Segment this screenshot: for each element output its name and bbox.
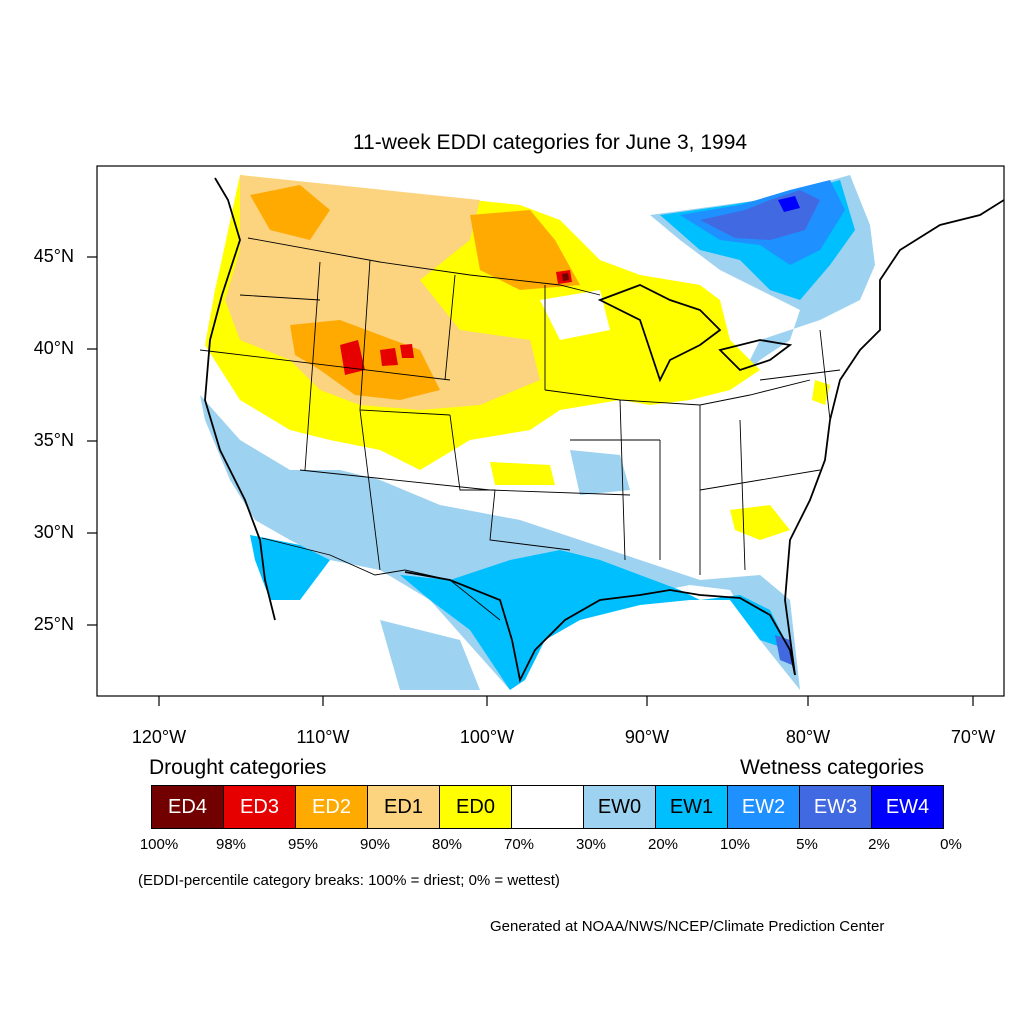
- lon-label-90w: 90°W: [624, 727, 670, 747]
- ed2-region-dakotas: [470, 210, 580, 290]
- ew1-region-gulf: [400, 550, 790, 690]
- state-borders: [199, 237, 841, 621]
- atlantic-coastline: [784, 199, 1004, 676]
- legend-box-ew3: EW3: [799, 785, 872, 829]
- lon-label-70w: 70°W: [950, 727, 996, 747]
- lon-label-120w: 120°W: [131, 727, 187, 747]
- pacific-coastline: [204, 177, 276, 621]
- ew0-region-south: [200, 395, 800, 690]
- legend-label-ew3: EW3: [813, 795, 858, 818]
- break-label-90: 90%: [359, 836, 391, 853]
- ed0-region-oklahoma: [490, 462, 555, 485]
- legend-color-bar: ED4 ED3 ED2 ED1 ED0 EW0 EW1 EW2 EW3 EW4: [151, 785, 944, 829]
- legend-label-ew0: EW0: [597, 795, 642, 818]
- legend-box-ed3: ED3: [223, 785, 296, 829]
- ed3-region-utah: [340, 340, 365, 375]
- lat-label-30n: 30°N: [33, 522, 74, 542]
- legend-box-near-normal: [511, 785, 584, 829]
- legend-label-ew2: EW2: [741, 795, 786, 818]
- ew0-region-mexico: [380, 620, 480, 690]
- near-normal-pocket-3: [540, 290, 610, 340]
- state-lines-west: [199, 259, 631, 571]
- break-label-70: 70%: [503, 836, 535, 853]
- ed4-spot-minnesota: [562, 273, 569, 281]
- legend-label-ew4: EW4: [885, 795, 930, 818]
- legend-box-ew2: EW2: [727, 785, 800, 829]
- lat-label-45n: 45°N: [33, 246, 74, 266]
- legend-label-ed4: ED4: [168, 795, 207, 818]
- ew4-spot-canada: [778, 196, 800, 212]
- legend-box-ew1: EW1: [655, 785, 728, 829]
- category-breaks-note: (EDDI-percentile category breaks: 100% =…: [138, 872, 560, 889]
- break-label-5: 5%: [796, 836, 818, 853]
- legend-label-ed2: ED2: [312, 795, 351, 818]
- break-label-0: 0%: [940, 836, 962, 853]
- legend-label-ed1: ED1: [384, 795, 423, 818]
- legend-box-ed2: ED2: [295, 785, 368, 829]
- ed0-region-mid-atlantic: [812, 380, 830, 405]
- lon-label-100w: 100°W: [459, 727, 515, 747]
- lon-label-110w: 110°W: [296, 727, 350, 747]
- break-label-2: 2%: [868, 836, 890, 853]
- legend-box-ew0: EW0: [583, 785, 656, 829]
- ed2-region-idaho: [250, 185, 330, 240]
- legend-label-ed3: ED3: [240, 795, 279, 818]
- coastline-layer: [204, 177, 1004, 683]
- legend-box-ew4: EW4: [871, 785, 944, 829]
- legend-label-ed0: ED0: [456, 795, 495, 818]
- ed3-region-colorado: [380, 348, 398, 366]
- us-mexico-border: [261, 537, 501, 621]
- map-title: 11-week EDDI categories for June 3, 1994: [352, 131, 748, 154]
- axis-ticks: [87, 256, 974, 706]
- break-label-20: 20%: [647, 836, 679, 853]
- lat-label-40n: 40°N: [33, 338, 74, 358]
- ed2-region-great-basin: [290, 320, 440, 400]
- lon-label-80w: 80°W: [785, 727, 831, 747]
- gulf-coastline: [404, 571, 796, 683]
- break-label-95: 95%: [287, 836, 319, 853]
- legend-box-ed1: ED1: [367, 785, 440, 829]
- state-lines-east: [544, 329, 841, 575]
- ew3-spot-florida: [775, 635, 792, 665]
- break-label-10: 10%: [719, 836, 751, 853]
- lat-label-25n: 25°N: [33, 614, 74, 634]
- break-label-80: 80%: [431, 836, 463, 853]
- great-lakes-outline: [597, 284, 722, 383]
- ew0-region-south-central: [570, 450, 630, 495]
- break-label-98: 98%: [215, 836, 247, 853]
- break-label-30: 30%: [575, 836, 607, 853]
- ed3-region-colorado-2: [400, 344, 414, 358]
- us-canada-border: [247, 237, 601, 296]
- wetness-categories-heading: Wetness categories: [740, 756, 925, 779]
- lake-erie-outline: [718, 339, 793, 372]
- ed0-region-carolinas: [730, 505, 790, 540]
- ew1-region-west: [250, 535, 330, 600]
- lat-label-35n: 35°N: [33, 430, 74, 450]
- legend-box-ed4: ED4: [151, 785, 224, 829]
- break-label-100: 100%: [139, 836, 179, 853]
- credit-line: Generated at NOAA/NWS/NCEP/Climate Predi…: [490, 918, 885, 935]
- legend-box-ed0: ED0: [439, 785, 512, 829]
- plot-frame: [96, 165, 1005, 697]
- legend-label-ew1: EW1: [669, 795, 714, 818]
- drought-categories-heading: Drought categories: [149, 756, 327, 779]
- map-fill-layer: [200, 166, 1004, 690]
